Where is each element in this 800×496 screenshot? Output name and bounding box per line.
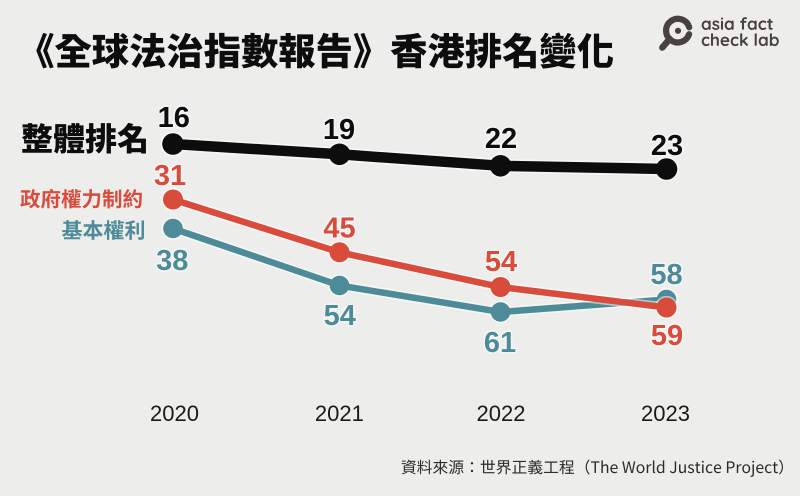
svg-text:54: 54 [324, 300, 356, 332]
svg-text:38: 38 [156, 245, 188, 277]
svg-text:2022: 2022 [477, 401, 526, 426]
svg-text:19: 19 [323, 114, 355, 146]
svg-text:45: 45 [323, 213, 355, 245]
svg-text:58: 58 [650, 259, 682, 291]
svg-text:2021: 2021 [315, 401, 364, 426]
svg-text:31: 31 [154, 160, 186, 192]
svg-text:61: 61 [484, 327, 516, 359]
svg-text:54: 54 [485, 246, 517, 278]
svg-text:16: 16 [158, 102, 190, 134]
svg-text:2020: 2020 [150, 401, 199, 426]
svg-text:59: 59 [651, 320, 683, 352]
svg-text:23: 23 [651, 130, 683, 162]
svg-text:22: 22 [485, 123, 517, 155]
svg-text:2023: 2023 [641, 401, 690, 426]
